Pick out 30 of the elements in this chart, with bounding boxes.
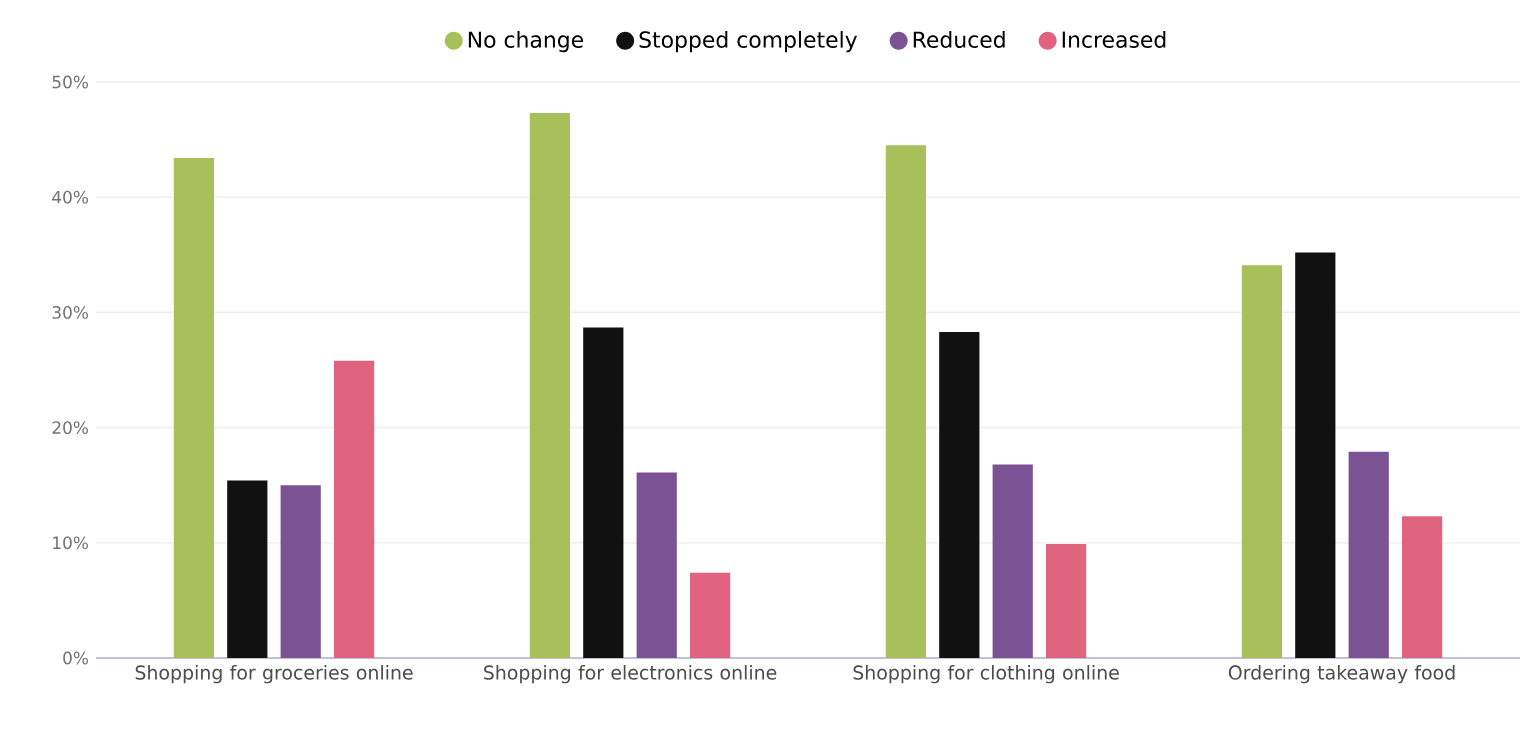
x-tick-label: Shopping for clothing online — [853, 665, 1119, 684]
bar — [333, 360, 375, 658]
bar — [939, 331, 980, 658]
bar — [529, 113, 571, 658]
bar — [173, 158, 215, 658]
x-tick-label: Ordering takeaway food — [1228, 665, 1455, 684]
bar — [1045, 543, 1087, 658]
bar — [992, 464, 1033, 658]
bar — [1295, 252, 1336, 658]
legend-label: Increased — [1062, 30, 1166, 48]
bar — [689, 572, 731, 658]
bar — [1348, 451, 1389, 658]
x-tick-label: Shopping for groceries online — [135, 665, 413, 684]
bar — [1402, 516, 1443, 658]
y-tick-label: 20% — [52, 421, 89, 435]
y-tick-label: 40% — [52, 190, 89, 204]
bar — [227, 480, 268, 658]
legend-label: Reduced — [913, 30, 1005, 48]
y-tick-label: 30% — [52, 306, 89, 319]
bar — [280, 485, 321, 658]
bar — [583, 327, 624, 658]
bar — [636, 472, 677, 658]
legend-label: No change — [468, 30, 583, 53]
bar — [885, 145, 927, 658]
legend-label: Stopped completely — [639, 30, 858, 53]
x-tick-label: Shopping for electronics online — [484, 665, 777, 684]
y-tick-label: 10% — [53, 536, 89, 550]
bar — [1241, 265, 1283, 658]
y-tick-label: 50% — [52, 75, 89, 89]
y-tick-label: 0% — [63, 651, 89, 665]
